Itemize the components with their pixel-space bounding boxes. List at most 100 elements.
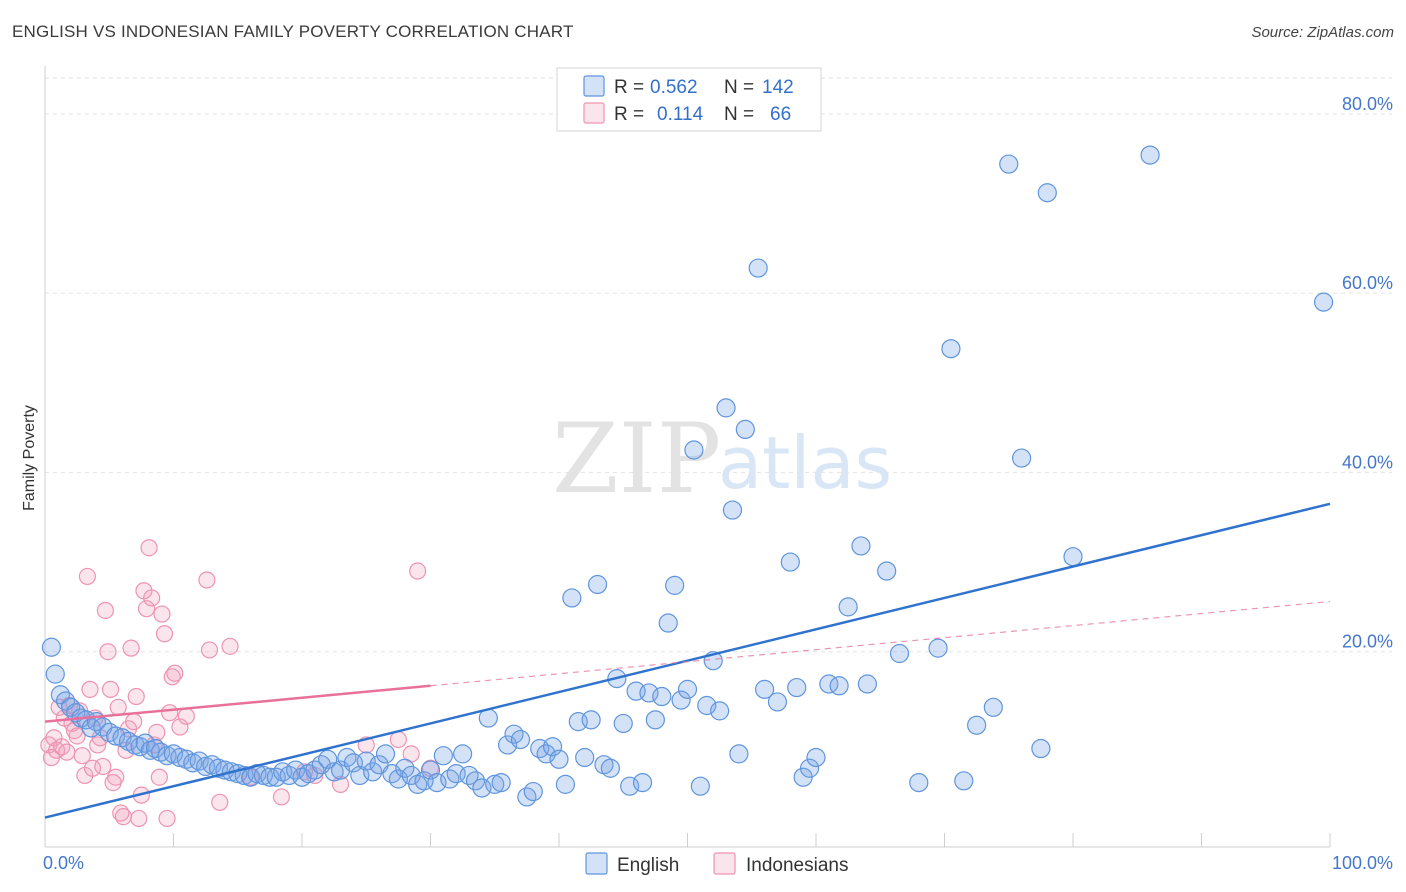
- y-tick-labels: 20.0% 40.0% 60.0% 80.0%: [1342, 94, 1393, 652]
- watermark: ZIP atlas: [552, 403, 892, 515]
- english-point: [857, 674, 878, 694]
- english-point: [485, 774, 505, 794]
- indonesians-point: [140, 539, 158, 557]
- english-point: [954, 771, 974, 791]
- indonesians-point: [409, 562, 427, 580]
- english-point: [928, 638, 948, 658]
- english-point: [337, 747, 357, 768]
- english-point: [50, 685, 71, 705]
- english-point: [318, 749, 338, 769]
- english-point: [767, 692, 788, 712]
- english-point: [645, 710, 665, 730]
- english-point: [716, 398, 736, 418]
- indonesians-point: [130, 809, 148, 828]
- english-point: [722, 500, 743, 520]
- indonesians-point: [177, 707, 195, 725]
- english-point: [99, 722, 119, 742]
- english-point: [639, 683, 659, 703]
- english-point: [536, 744, 556, 764]
- indonesians-point: [101, 680, 120, 698]
- indonesians-point: [81, 680, 99, 698]
- english-point: [189, 751, 209, 771]
- english-point: [356, 751, 376, 771]
- english-point: [375, 744, 396, 764]
- english-trend-line: [44, 502, 1331, 819]
- english-point: [420, 760, 441, 780]
- english-point: [754, 679, 775, 699]
- english-point: [562, 588, 582, 608]
- bottom-legend-swatch-indonesians: [713, 852, 736, 875]
- chart-title: ENGLISH VS INDONESIAN FAMILY POVERTY COR…: [12, 22, 574, 41]
- english-point: [260, 767, 280, 787]
- correlation-legend: R = 0.562 N = 142 R = 0.114 N = 66: [556, 67, 822, 132]
- english-point: [594, 755, 614, 775]
- english-point: [829, 676, 849, 696]
- english-point: [427, 772, 447, 793]
- english-point: [889, 643, 910, 664]
- legend-r-label: R =: [614, 104, 644, 125]
- y-tick-label: 80.0%: [1342, 94, 1393, 114]
- indonesians-point: [272, 788, 291, 806]
- bottom-legend-swatch-english: [585, 852, 608, 875]
- english-point: [690, 776, 710, 796]
- legend-n-value: 142: [762, 77, 794, 98]
- legend-n-value: 66: [770, 104, 791, 125]
- chart-source: Source: ZipAtlas.com: [1251, 24, 1394, 41]
- axes: [44, 66, 1331, 848]
- indonesians-point: [171, 718, 189, 736]
- english-point: [285, 760, 306, 780]
- english-point: [41, 637, 62, 657]
- indonesians-point: [107, 768, 125, 786]
- english-point: [453, 744, 473, 764]
- english-point: [581, 710, 601, 730]
- english-point: [613, 713, 633, 734]
- english-point: [106, 726, 126, 746]
- english-point: [130, 737, 150, 757]
- english-point: [45, 664, 65, 684]
- english-point: [440, 769, 460, 789]
- english-point: [1063, 547, 1083, 567]
- indonesians-point: [122, 639, 140, 657]
- y-tick-label: 20.0%: [1342, 632, 1393, 652]
- y-axis-label: Family Poverty: [21, 405, 38, 511]
- legend-r-value: 0.114: [657, 104, 704, 125]
- indonesians-point: [211, 793, 229, 811]
- indonesians-point: [161, 704, 179, 722]
- english-point: [909, 772, 929, 793]
- legend-n-label: N =: [724, 104, 754, 125]
- english-point: [324, 762, 344, 782]
- english-point: [710, 701, 730, 721]
- english-point: [735, 419, 755, 439]
- indonesians-trend-line: [44, 684, 431, 723]
- english-point: [363, 762, 383, 782]
- english-point: [967, 715, 987, 735]
- english-point: [1140, 145, 1160, 165]
- legend-n-label: N =: [724, 77, 754, 98]
- english-point: [498, 735, 518, 755]
- indonesians-series: [40, 539, 440, 828]
- english-point: [748, 258, 768, 278]
- legend-swatch-indonesians: [583, 102, 605, 124]
- english-point: [388, 769, 408, 789]
- english-point: [658, 613, 678, 633]
- grid-lines: [45, 77, 1392, 653]
- y-tick-label: 60.0%: [1342, 273, 1393, 293]
- indonesians-point: [389, 730, 407, 749]
- indonesians-point: [198, 571, 216, 589]
- indonesians-point: [94, 757, 112, 776]
- trend-lines: [44, 502, 1331, 819]
- english-point: [851, 536, 871, 556]
- english-point: [677, 679, 698, 699]
- legend-box: [556, 67, 822, 132]
- english-point: [1031, 738, 1051, 759]
- english-point: [600, 758, 621, 778]
- english-point: [465, 771, 486, 791]
- indonesians-point: [153, 605, 171, 623]
- indonesians-point: [68, 727, 86, 745]
- indonesians-point: [127, 687, 145, 706]
- english-point: [652, 686, 672, 707]
- english-point: [799, 758, 820, 778]
- english-point: [504, 724, 524, 744]
- indonesians-point: [166, 664, 184, 682]
